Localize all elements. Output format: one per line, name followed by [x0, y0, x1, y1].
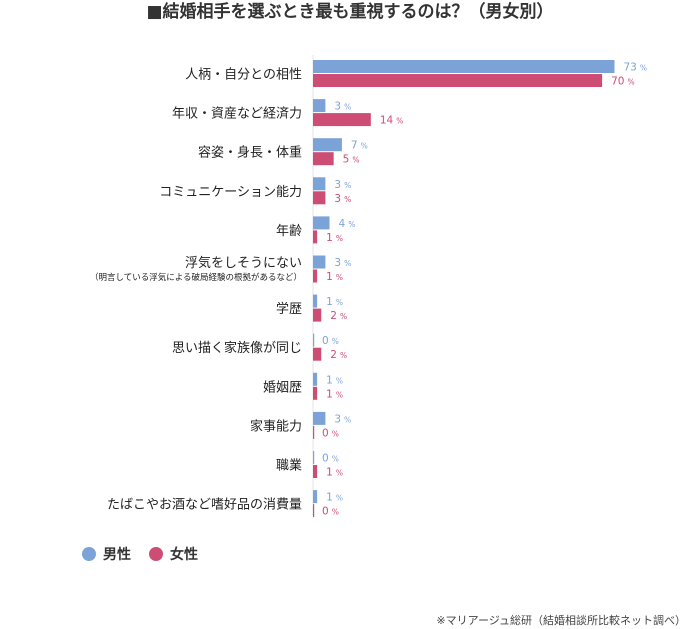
value-label-female: 1%	[326, 388, 343, 400]
legend-marker-male	[82, 547, 96, 561]
legend-item-male: 男性	[82, 544, 131, 564]
bar-female	[313, 308, 322, 322]
value-label-female: 1%	[326, 232, 343, 244]
value-label-female: 2%	[330, 349, 347, 361]
value-label-female: 14%	[380, 115, 404, 127]
value-label-male: 0%	[322, 453, 339, 465]
bar-female	[313, 269, 318, 283]
value-label-female: 70%	[611, 76, 635, 88]
category-label: 思い描く家族像が同じ	[172, 340, 302, 356]
bar-female	[313, 152, 334, 166]
bar-male	[313, 451, 315, 464]
category-label: たばこやお酒など嗜好品の消費量	[107, 498, 302, 513]
value-label-male: 0%	[322, 335, 339, 347]
bar-female	[313, 425, 315, 439]
bar-female	[313, 347, 322, 361]
value-label-female: 5%	[343, 154, 360, 166]
bar-female	[313, 191, 326, 205]
bar-female	[313, 465, 318, 478]
bar-male	[313, 60, 615, 73]
bar-male	[313, 411, 326, 425]
bar-male	[313, 99, 326, 113]
value-label-male: 1%	[326, 492, 343, 504]
legend-label-male: 男性	[103, 547, 131, 563]
category-label: 職業	[276, 458, 302, 474]
value-label-male: 3%	[334, 101, 351, 113]
category-label: 婚姻歴	[263, 380, 302, 395]
value-label-female: 3%	[334, 193, 351, 205]
category-label: 人柄・自分との相性	[185, 68, 302, 83]
value-label-female: 1%	[326, 467, 343, 479]
value-label-male: 3%	[334, 413, 351, 425]
bar-male	[313, 177, 326, 191]
value-label-female: 2%	[330, 310, 347, 322]
source-note: ※マリアージュ総研（結婚相談所比較ネット調べ）	[436, 614, 686, 627]
category-note: （明言している浮気による破局経験の根拠があるなど）	[90, 272, 302, 283]
bar-female	[313, 74, 603, 87]
legend-marker-female	[149, 547, 163, 561]
bar-male	[313, 216, 330, 230]
bar-male	[313, 490, 318, 504]
legend-label-female: 女性	[170, 547, 198, 563]
category-label: 容姿・身長・体重	[198, 145, 302, 161]
value-label-male: 1%	[326, 374, 343, 386]
bar-male	[313, 333, 315, 347]
bar-female	[313, 230, 318, 244]
value-label-male: 3%	[334, 179, 351, 191]
value-label-male: 1%	[326, 296, 343, 308]
bar-male	[313, 294, 318, 308]
bar-male	[313, 372, 318, 386]
value-label-male: 3%	[334, 257, 351, 269]
bar-female	[313, 504, 315, 518]
value-label-male: 73%	[623, 62, 647, 74]
bar-female	[313, 113, 371, 127]
legend-item-female: 女性	[149, 544, 198, 564]
value-label-male: 7%	[351, 140, 368, 152]
bar-female	[313, 386, 318, 400]
category-label: 年収・資産など経済力	[172, 106, 302, 122]
category-label: 家事能力	[250, 418, 302, 434]
value-label-male: 4%	[339, 218, 356, 230]
chart-title: ■結婚相手を選ぶとき最も重視するのは？（男女別）	[146, 2, 554, 22]
legend: 男性 女性	[82, 544, 198, 564]
category-label: 年齢	[276, 224, 302, 239]
value-label-female: 1%	[326, 271, 343, 283]
value-label-female: 0%	[322, 506, 339, 518]
bar-chart: 人柄・自分との相性 73 % 70 % 年収・資産など経済力 3 % 14 % 容姿・身長・体重 7%…	[90, 55, 647, 518]
value-label-female: 0%	[322, 427, 339, 439]
category-label: 浮気をしそうにない	[185, 255, 302, 271]
bar-male	[313, 138, 342, 152]
bar-male	[313, 255, 326, 269]
category-label: コミュニケーション能力	[159, 185, 302, 200]
category-label: 学歴	[276, 301, 302, 317]
